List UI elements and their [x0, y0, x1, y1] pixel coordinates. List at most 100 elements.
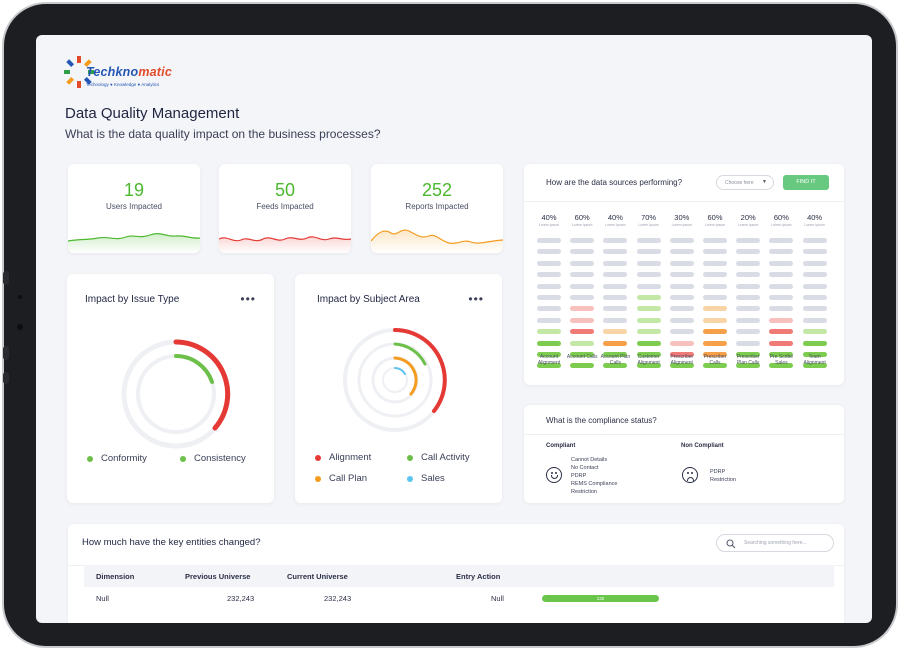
- kpi-card-feeds[interactable]: 50 Feeds Impacted: [219, 164, 351, 253]
- status-bar: [537, 340, 561, 346]
- status-bar: [802, 340, 827, 346]
- status-bar: [636, 249, 661, 255]
- compliance-card: What is the compliance status? Compliant…: [524, 405, 844, 503]
- more-horizontal-icon[interactable]: •••: [240, 292, 256, 306]
- status-bar: [669, 306, 694, 312]
- data-source-column[interactable]: 30% Lorem Ipsum Prescriber Alignment: [665, 213, 699, 369]
- source-name: Account Alignment: [537, 354, 561, 366]
- status-bar: [603, 363, 628, 369]
- status-bar: [769, 260, 794, 266]
- compliant-title: Compliant: [546, 443, 576, 449]
- status-bar: [537, 352, 561, 357]
- source-sub-label: Lorem Ipsum: [638, 223, 659, 227]
- status-bar: [769, 283, 794, 289]
- data-source-column[interactable]: 20% Lorem Ipsum Prescriber Plan Calls: [731, 213, 765, 369]
- impact-subject-card: Impact by Subject Area ••• Alignment Cal…: [295, 274, 502, 503]
- page-title: Data Quality Management: [65, 105, 240, 122]
- search-input[interactable]: Searching something here...: [716, 534, 834, 552]
- status-bar: [570, 283, 595, 289]
- status-bar: [802, 238, 827, 243]
- data-sources-card: How are the data sources performing? Cho…: [524, 164, 844, 385]
- status-bar: [603, 238, 628, 243]
- source-name: Account Plan Calls: [600, 354, 631, 366]
- status-bar: [603, 249, 628, 255]
- status-bar: [669, 363, 694, 369]
- table-header: Dimension Previous Universe Current Univ…: [84, 565, 834, 587]
- more-horizontal-icon[interactable]: •••: [468, 292, 484, 306]
- sales-arc: [394, 367, 406, 375]
- status-bar: [636, 272, 661, 278]
- status-bar: [703, 260, 727, 266]
- status-bar: [736, 329, 761, 335]
- status-bar: [603, 272, 628, 278]
- status-bar: [636, 352, 661, 357]
- status-bar: [669, 340, 694, 346]
- status-bar: [636, 306, 661, 312]
- alignment-arc: [393, 328, 447, 413]
- legend-label: Conformity: [101, 453, 147, 464]
- status-bar: [669, 272, 694, 278]
- status-bar: [769, 340, 794, 346]
- legend-sales: Sales: [407, 473, 445, 484]
- status-bar: [603, 283, 628, 289]
- status-bar: [703, 306, 727, 312]
- status-bar: [570, 340, 595, 346]
- status-bar: [669, 283, 694, 289]
- legend-call-activity: Call Activity: [407, 452, 470, 463]
- status-bar: [802, 295, 827, 300]
- status-bar: [736, 260, 761, 266]
- page-subtitle: What is the data quality impact on the b…: [65, 127, 381, 141]
- divider: [524, 201, 844, 202]
- logo-tagline: Technology ● Knowledge ● Analytics: [86, 82, 160, 87]
- list-item: PDRP: [571, 473, 587, 479]
- source-sub-label: Lorem Ipsum: [671, 223, 693, 227]
- header-previous: Previous Universe: [185, 572, 251, 581]
- legend-call-plan: Call Plan: [315, 473, 367, 484]
- source-percent: 40%: [607, 213, 623, 222]
- source-select[interactable]: Choose here ▼: [716, 175, 774, 190]
- list-item: Restriction: [710, 477, 736, 483]
- camera-lens: [17, 324, 23, 330]
- status-bar: [636, 295, 661, 300]
- compliance-question: What is the compliance status?: [546, 416, 657, 425]
- status-bar: [736, 238, 761, 243]
- kpi-sparkline: [68, 233, 200, 253]
- data-source-column[interactable]: 70% Lorem Ipsum Customer Alignment: [632, 213, 666, 369]
- app-screen: Techknomatic Technology ● Knowledge ● An…: [36, 35, 872, 623]
- search-placeholder: Searching something here...: [744, 540, 807, 546]
- source-percent: 40%: [807, 213, 823, 222]
- data-source-column[interactable]: 40% Lorem Ipsum Account Plan Calls: [598, 213, 632, 369]
- status-bar: [537, 272, 561, 278]
- source-percent: 70%: [641, 213, 657, 222]
- data-source-column[interactable]: 60% Lorem Ipsum Pre Scribe Sales: [764, 213, 798, 369]
- status-bar: [537, 249, 561, 255]
- panel-title: Impact by Issue Type: [85, 294, 180, 305]
- subject-radial-chart: [343, 328, 447, 432]
- legend-conformity: Conformity: [87, 453, 147, 464]
- status-bar: [636, 260, 661, 266]
- cell-dimension: Null: [96, 594, 109, 603]
- kpi-card-reports[interactable]: 252 Reports Impacted: [371, 164, 503, 253]
- legend-label: Call Plan: [329, 473, 368, 484]
- find-it-button[interactable]: FIND IT: [783, 175, 829, 190]
- status-bar: [703, 352, 727, 357]
- kpi-card-users[interactable]: 19 Users Impacted: [68, 164, 200, 253]
- data-source-column[interactable]: 60% Lorem Ipsum Prescriber Calls: [698, 213, 732, 369]
- status-bar: [636, 340, 661, 346]
- status-bar: [736, 249, 761, 255]
- cell-previous: 232,243: [227, 594, 255, 603]
- data-source-column[interactable]: 40% Lorem Ipsum Account Alignment: [532, 213, 566, 369]
- status-bar: [669, 352, 694, 357]
- table-row[interactable]: Null 232,243 232,243 Null 132: [84, 587, 834, 609]
- status-bar: [703, 317, 727, 323]
- data-source-column[interactable]: 40% Lorem Ipsum Team Alignment: [798, 213, 832, 369]
- data-source-column[interactable]: 60% Lorem Ipsum Account Calls: [565, 213, 599, 369]
- status-bar: [802, 249, 827, 255]
- source-percent: 60%: [574, 213, 590, 222]
- compliant-list: Cannot Details No Contact PDRP REMS Comp…: [571, 456, 617, 496]
- sensor-dot: [18, 295, 22, 299]
- data-sources-question: How are the data sources performing?: [546, 178, 683, 187]
- brand-logo[interactable]: Techknomatic Technology ● Knowledge ● An…: [64, 51, 194, 93]
- entry-progress-bar: 132: [542, 595, 659, 602]
